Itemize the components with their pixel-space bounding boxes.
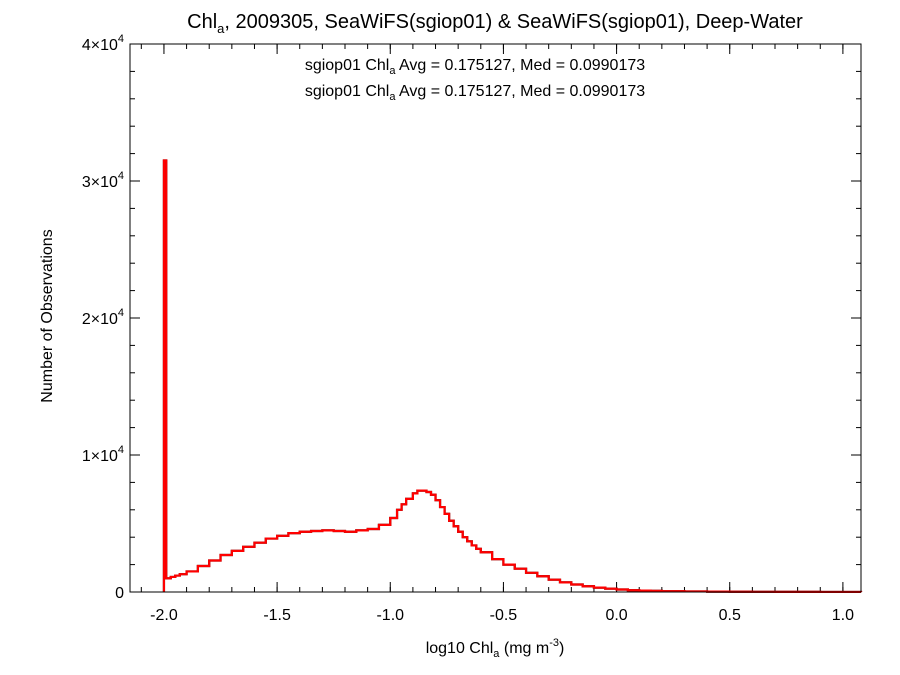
x-tick-label: -1.0 <box>376 607 404 624</box>
y-tick-label: 3×104 <box>82 170 124 191</box>
x-tick-label: -2.0 <box>150 607 178 624</box>
x-axis-label: log10 Chla (mg m-3) <box>426 637 565 660</box>
x-tick-label: -1.5 <box>263 607 291 624</box>
histogram-series <box>162 159 863 594</box>
x-tick-labels: -2.0 -1.5 -1.0 -0.5 0.0 0.5 1.0 <box>150 607 854 624</box>
x-tick-label: -0.5 <box>490 607 518 624</box>
axis-ticks <box>130 43 861 593</box>
x-tick-label: 1.0 <box>832 607 854 624</box>
y-tick-labels: 0 1×104 2×104 3×104 4×104 <box>82 33 124 602</box>
y-tick-label: 2×104 <box>82 307 124 328</box>
y-tick-label: 0 <box>115 585 124 602</box>
y-axis-label: Number of Observations <box>39 229 56 402</box>
x-tick-label: 0.5 <box>719 607 741 624</box>
x-tick-label: 0.0 <box>605 607 627 624</box>
chart-title: Chla, 2009305, SeaWiFS(sgiop01) & SeaWiF… <box>187 11 803 36</box>
y-tick-label: 1×104 <box>82 444 124 465</box>
stats-annotation-red: sgiop01 Chla Avg = 0.175127, Med = 0.099… <box>305 83 645 103</box>
histogram-series-0 <box>162 159 863 594</box>
stats-annotation-black: sgiop01 Chla Avg = 0.175127, Med = 0.099… <box>305 57 645 77</box>
histogram-series-1 <box>162 159 863 594</box>
plot-frame <box>129 43 862 593</box>
y-tick-label: 4×104 <box>82 33 124 54</box>
